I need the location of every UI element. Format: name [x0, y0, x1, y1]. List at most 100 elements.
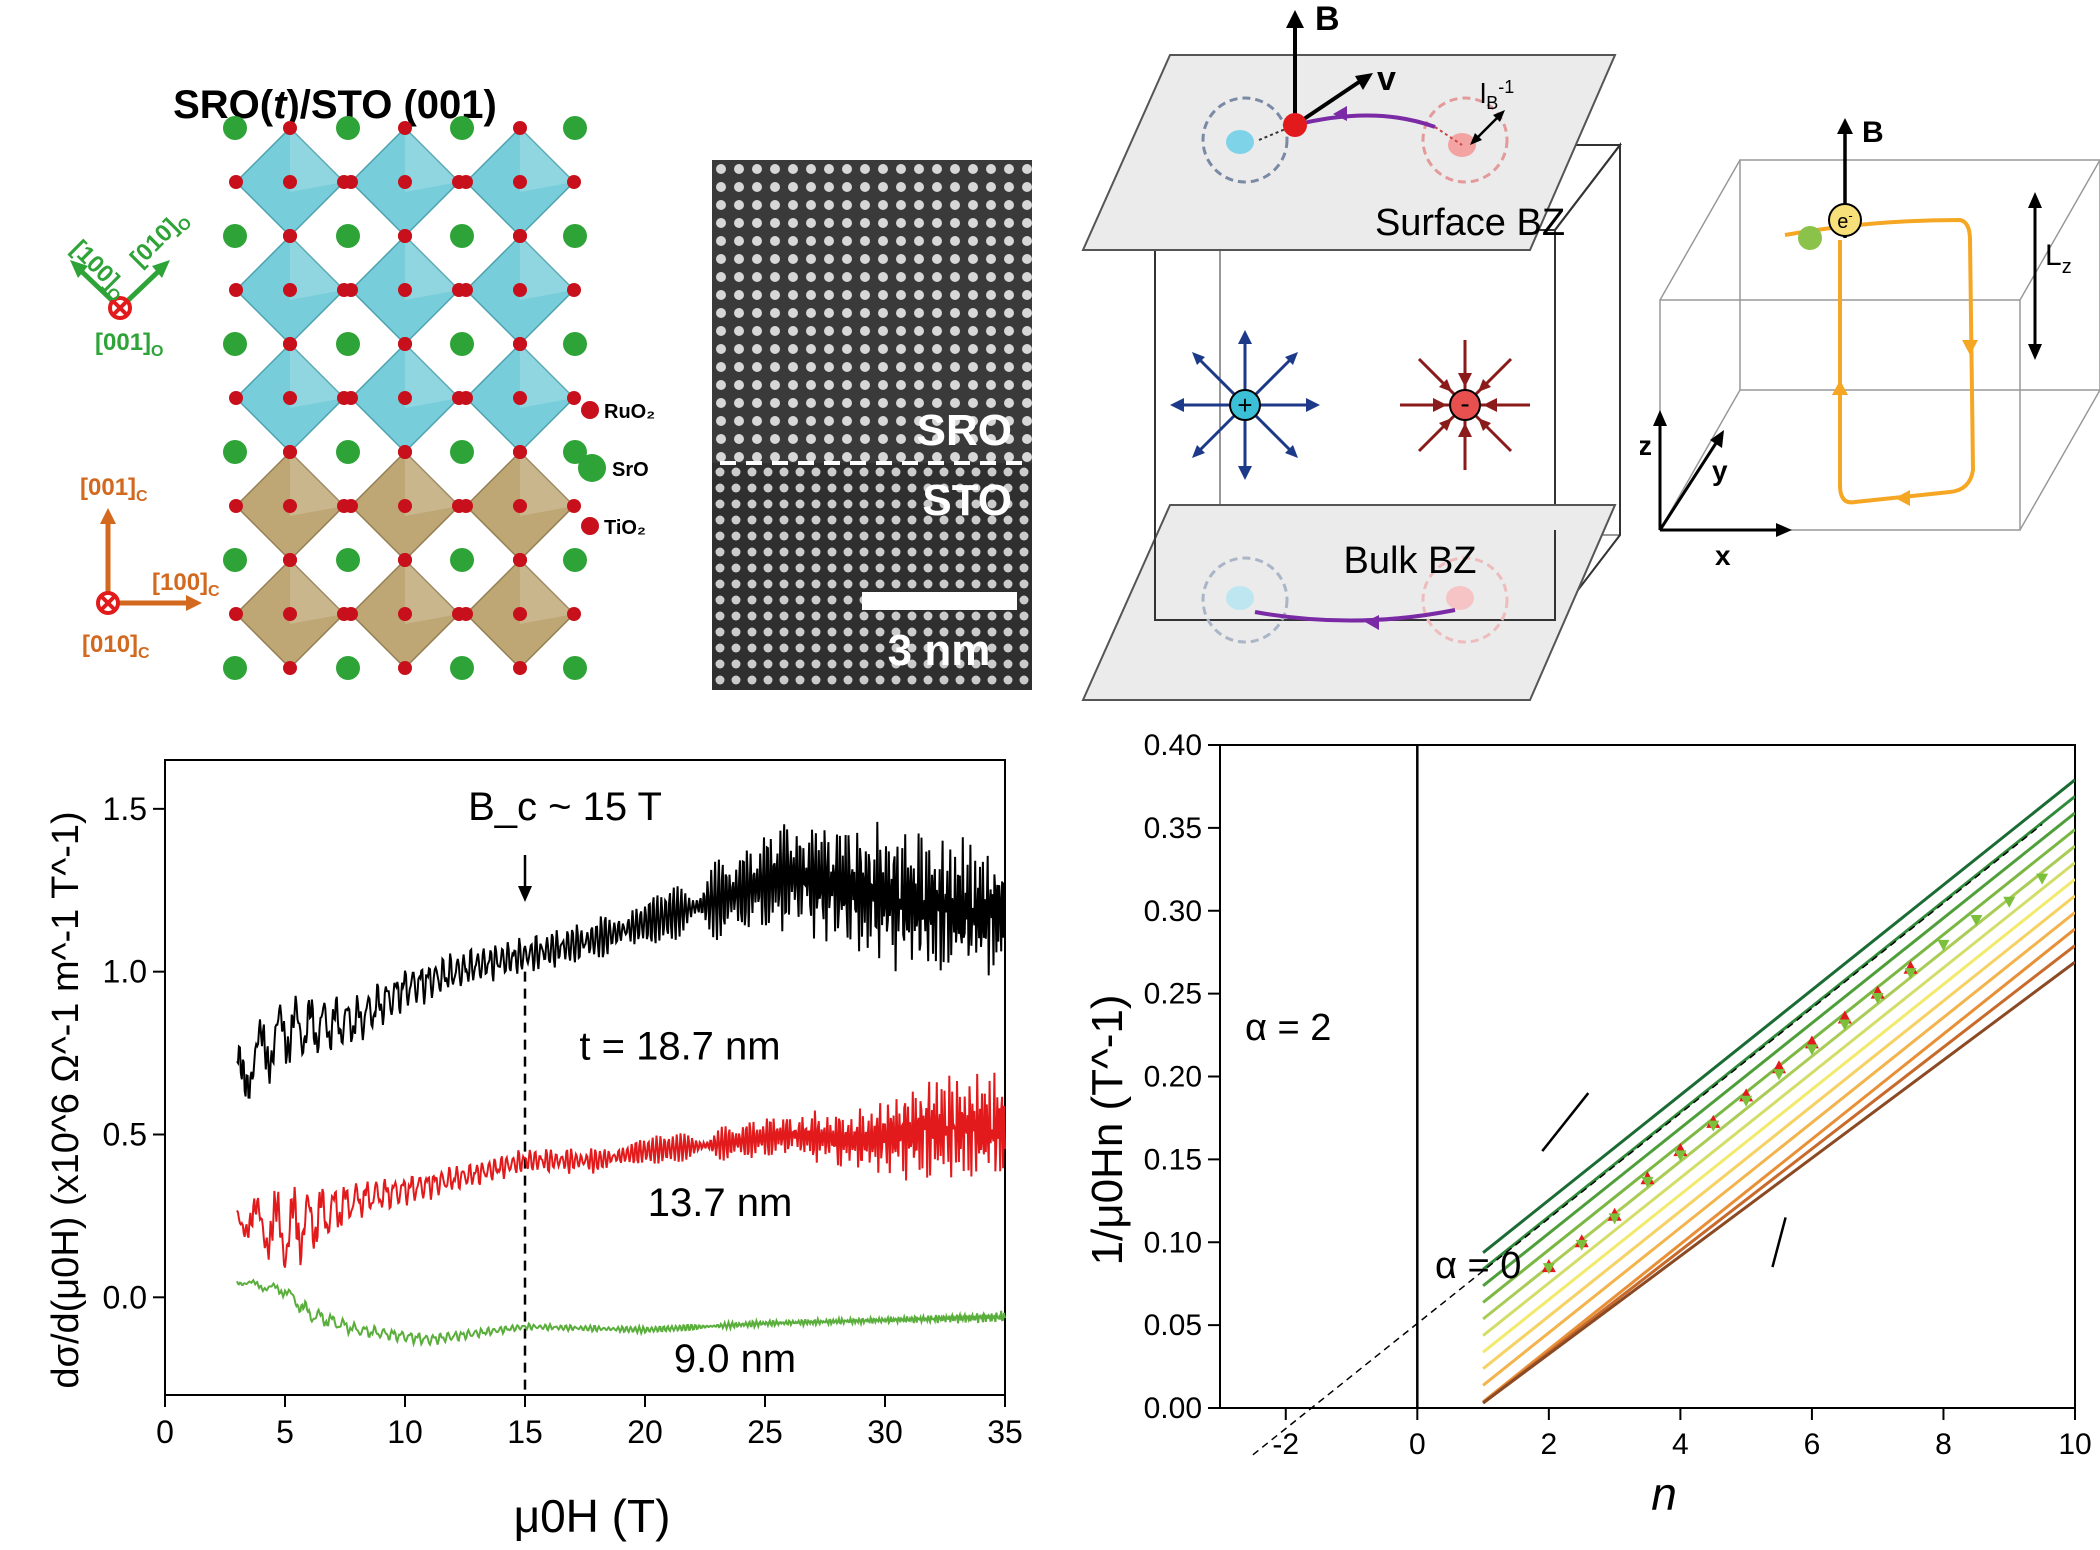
magnetic-length-label: lB-1: [1480, 77, 1514, 113]
fan-line: [1482, 778, 2075, 1254]
data-point-green: [1641, 1176, 1654, 1188]
y-tick-label: 0.40: [1144, 729, 1202, 762]
surface-bz-plane: [1081, 54, 1617, 251]
fan-line: [1482, 844, 2075, 1321]
x-tick-label: 8: [1935, 1428, 1952, 1461]
ortho-axes: [100]O [010]O [001]O: [63, 214, 196, 360]
data-point-green: [1838, 1019, 1851, 1031]
series-label: 13.7 nm: [648, 1181, 793, 1225]
fan-lines: [1482, 778, 2075, 1405]
fan-line: [1482, 878, 2075, 1354]
x-tick-label: 30: [867, 1414, 903, 1450]
chart2-frame: [1219, 744, 2076, 1409]
conductivity-derivative-chart: 0 5 10 15 20 25 30 35 0.0 0.5 1.0 1.5 t = 18.7 nm 13.…: [45, 759, 1023, 1542]
svg-text:[100]O: [100]O: [63, 235, 133, 305]
alpha-2-label: α = 2: [1245, 1007, 1331, 1049]
fan-line: [1482, 811, 2075, 1288]
series-line: [236, 1278, 1006, 1348]
chart1-frame: [164, 759, 1006, 1396]
alpha-0-label: α = 0: [1435, 1245, 1521, 1287]
scale-bar-label: 3 nm: [888, 626, 991, 675]
alpha-0-pointer: [1771, 1217, 1787, 1268]
y-tick-label: 0.30: [1144, 895, 1202, 928]
y-tick-label: 1.5: [103, 791, 147, 827]
y-tick-label: 0.10: [1144, 1226, 1202, 1259]
fan-line: [1482, 861, 2075, 1337]
octahedra-lattice: [223, 116, 587, 680]
bulk-bz-plane: [1081, 504, 1617, 701]
data-point-green: [1904, 968, 1917, 980]
alpha-2-pointer: [1541, 1092, 1590, 1152]
svg-text:-: -: [1460, 388, 1469, 419]
x-tick-label: 6: [1804, 1428, 1821, 1461]
brillouin-zone-panel: B v lB-1 Surface BZ + -: [1081, 0, 1623, 701]
velocity-label: v: [1377, 60, 1396, 98]
x-tick-label: 15: [507, 1414, 543, 1450]
data-point-green: [1773, 1069, 1786, 1081]
source-monopole: +: [1170, 330, 1320, 480]
svg-text:[001]C: [001]C: [80, 474, 148, 505]
sink-monopole: -: [1400, 340, 1530, 470]
x-tick-label: 25: [747, 1414, 783, 1450]
y-tick-label: 0.20: [1144, 1061, 1202, 1094]
data-point-green: [1575, 1239, 1588, 1251]
crystal-structure-panel: SRO(t)/STO (001) [100]O [010]O [001]O [0…: [63, 83, 655, 680]
svg-text:[001]O: [001]O: [95, 329, 163, 360]
series-label: 9.0 nm: [674, 1337, 796, 1381]
chart1-annotation: B_c ~ 15 T: [468, 785, 662, 829]
fan-line: [1482, 894, 2075, 1370]
data-point-green: [1871, 992, 1884, 1004]
svg-text:[100]C: [100]C: [152, 569, 220, 600]
data-point-green: [1805, 1044, 1818, 1056]
data-point-green: [1542, 1263, 1555, 1275]
series-line: [236, 821, 1006, 1099]
fit-line: [1252, 823, 2043, 1456]
layer-label-sro: SrO: [612, 459, 649, 481]
fan-line: [1482, 944, 2075, 1405]
chart2-ylabel: 1/μ0Hn (T^-1): [1083, 995, 1132, 1266]
crystal-title: SRO(t)/STO (001): [173, 83, 497, 127]
y-tick-label: 1.0: [103, 954, 147, 990]
data-point-green: [2003, 896, 2016, 908]
tem-sto-region: [712, 463, 1032, 690]
data-point-green: [2036, 873, 2049, 885]
chart2-xlabel: n: [1651, 1468, 1677, 1520]
lz-label: Lz: [2045, 239, 2072, 278]
bulk-bz-label: Bulk BZ: [1343, 540, 1476, 582]
y-tick-label: 0.25: [1144, 978, 1202, 1011]
svg-text:z: z: [1640, 430, 1652, 461]
fan-line: [1482, 911, 2075, 1387]
chart1-ylabel: dσ/d(μ0H) (x10^6 Ω^-1 m^-1 T^-1): [45, 811, 87, 1388]
tem-image-panel: SRO STO 3 nm: [712, 160, 1032, 690]
y-tick-label: 0.0: [103, 1279, 147, 1315]
electron-dot: [1283, 113, 1307, 137]
data-point-green: [1937, 939, 1950, 951]
data-point-green: [1970, 915, 1983, 927]
y-tick-label: 0.05: [1144, 1309, 1202, 1342]
landau-fan-chart: -2 0 2 4 6 8 10 0.00 0.05 0.10 0.15 0.20 0.25 0.30 0.3…: [1083, 729, 2092, 1520]
x-tick-label: 0: [156, 1414, 174, 1450]
data-point-green: [1674, 1150, 1687, 1162]
tem-label-sro: SRO: [917, 406, 1012, 455]
xyz-axes: z y x: [1640, 410, 1792, 570]
x-tick-label: 0: [1409, 1428, 1426, 1461]
electron-icon: [1828, 203, 1862, 237]
y-tick-label: 0.00: [1144, 1392, 1202, 1425]
fan-line: [1482, 960, 2075, 1405]
series-label: t = 18.7 nm: [579, 1025, 780, 1069]
x-tick-label: -2: [1272, 1428, 1299, 1461]
svg-text:[010]C: [010]C: [82, 631, 150, 662]
x-tick-label: 10: [387, 1414, 423, 1450]
fan-line: [1482, 927, 2075, 1404]
x-tick-label: 20: [627, 1414, 663, 1450]
y-tick-label: 0.15: [1144, 1143, 1202, 1176]
svg-text:y: y: [1712, 455, 1728, 486]
data-point-green: [1707, 1120, 1720, 1132]
orbit-b-label: B: [1862, 116, 1884, 149]
data-point-green: [1740, 1095, 1753, 1107]
cubic-axes: [001]C [100]C [010]C: [80, 474, 220, 662]
surface-bz-label: Surface BZ: [1375, 202, 1565, 244]
orbit-panel: B e- Lz z y x: [1640, 116, 2100, 570]
data-point-green: [1608, 1213, 1621, 1225]
svg-text:x: x: [1715, 540, 1731, 570]
